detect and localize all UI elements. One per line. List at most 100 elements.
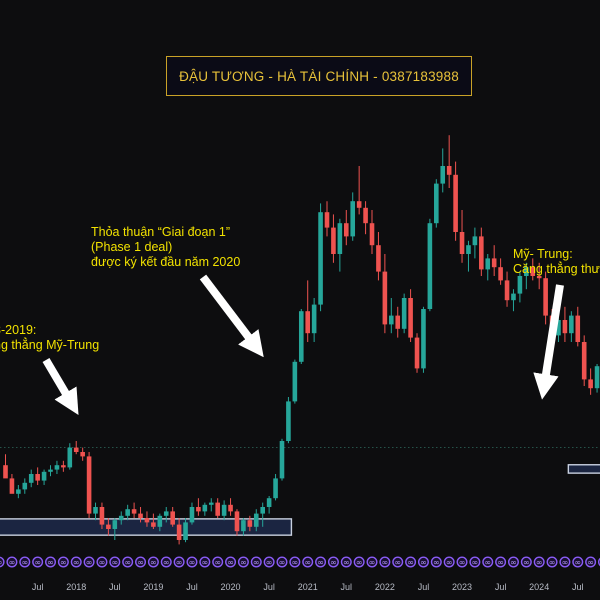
event-marker[interactable]: ∞ <box>212 556 224 568</box>
candle <box>376 232 381 281</box>
event-marker[interactable]: ∞ <box>250 556 262 568</box>
candle <box>73 441 79 455</box>
x-tick-label: Jul <box>418 582 430 592</box>
event-marker[interactable]: ∞ <box>340 556 352 568</box>
candle <box>234 509 240 536</box>
event-marker[interactable]: ∞ <box>83 556 95 568</box>
event-marker[interactable]: ∞ <box>520 556 532 568</box>
event-marker[interactable]: ∞ <box>289 556 301 568</box>
x-tick-label: Jul <box>572 582 584 592</box>
event-marker[interactable]: ∞ <box>405 556 417 568</box>
chart-title: ĐẬU TƯƠNG - HÀ TÀI CHÍNH - 0387183988 <box>179 68 459 84</box>
event-marker[interactable]: ∞ <box>57 556 69 568</box>
event-marker[interactable]: ∞ <box>173 556 185 568</box>
event-marker[interactable]: ∞ <box>0 556 5 568</box>
event-marker[interactable]: ∞ <box>96 556 108 568</box>
event-marker[interactable]: ∞ <box>379 556 391 568</box>
event-marker[interactable]: ∞ <box>353 556 365 568</box>
candle <box>176 518 182 545</box>
event-marker[interactable]: ∞ <box>366 556 378 568</box>
event-marker[interactable]: ∞ <box>32 556 44 568</box>
event-marker[interactable]: ∞ <box>417 556 429 568</box>
event-marker[interactable]: ∞ <box>327 556 339 568</box>
candle <box>298 309 304 364</box>
svg-text:∞: ∞ <box>484 558 491 567</box>
candle <box>382 254 388 334</box>
candle <box>472 227 478 259</box>
candle <box>106 518 111 536</box>
candle <box>80 447 85 461</box>
candle <box>151 513 156 529</box>
candle <box>562 306 568 342</box>
event-marker[interactable]: ∞ <box>585 556 597 568</box>
candle <box>434 179 439 228</box>
event-marker[interactable]: ∞ <box>109 556 121 568</box>
svg-text:∞: ∞ <box>0 558 2 567</box>
svg-text:∞: ∞ <box>330 558 337 567</box>
candle <box>35 467 40 485</box>
svg-text:∞: ∞ <box>73 558 80 567</box>
candle <box>48 465 53 477</box>
event-marker[interactable]: ∞ <box>70 556 82 568</box>
candle <box>427 218 433 312</box>
candle <box>67 443 73 470</box>
candle <box>202 502 208 516</box>
event-marker[interactable]: ∞ <box>507 556 519 568</box>
candle <box>485 254 491 281</box>
event-marker[interactable]: ∞ <box>135 556 147 568</box>
candle <box>414 333 420 373</box>
svg-text:∞: ∞ <box>253 558 260 567</box>
annotation-phase-one: Thỏa thuận “Giai đoạn 1” (Phase 1 deal) … <box>91 225 241 269</box>
svg-text:∞: ∞ <box>99 558 106 567</box>
svg-text:∞: ∞ <box>34 558 41 567</box>
event-marker[interactable]: ∞ <box>392 556 404 568</box>
svg-text:∞: ∞ <box>292 558 299 567</box>
event-marker[interactable]: ∞ <box>6 556 18 568</box>
x-tick-label: Jul <box>186 582 198 592</box>
svg-text:∞: ∞ <box>369 558 376 567</box>
event-marker[interactable]: ∞ <box>559 556 571 568</box>
event-marker[interactable]: ∞ <box>225 556 237 568</box>
event-marker[interactable]: ∞ <box>315 556 327 568</box>
event-marker[interactable]: ∞ <box>147 556 159 568</box>
svg-text:∞: ∞ <box>382 558 389 567</box>
event-marker[interactable]: ∞ <box>19 556 31 568</box>
svg-text:∞: ∞ <box>510 558 517 567</box>
svg-text:∞: ∞ <box>227 558 234 567</box>
candle <box>22 478 28 494</box>
x-tick-label: 2020 <box>221 582 241 592</box>
candle <box>279 438 285 481</box>
event-marker[interactable]: ∞ <box>160 556 172 568</box>
event-marker[interactable]: ∞ <box>469 556 481 568</box>
event-marker[interactable]: ∞ <box>122 556 134 568</box>
event-marker[interactable]: ∞ <box>495 556 507 568</box>
event-marker[interactable]: ∞ <box>533 556 545 568</box>
event-marker[interactable]: ∞ <box>546 556 558 568</box>
svg-text:∞: ∞ <box>137 558 144 567</box>
svg-text:∞: ∞ <box>150 558 157 567</box>
event-marker[interactable]: ∞ <box>443 556 455 568</box>
event-marker[interactable]: ∞ <box>263 556 275 568</box>
event-marker[interactable]: ∞ <box>186 556 198 568</box>
event-marker[interactable]: ∞ <box>276 556 288 568</box>
event-marker[interactable]: ∞ <box>237 556 249 568</box>
event-marker[interactable]: ∞ <box>572 556 584 568</box>
candle <box>389 298 394 334</box>
svg-text:∞: ∞ <box>343 558 350 567</box>
x-axis: Jul 2018 Jul 2019 Jul 2020 Jul 2021 Jul 2022 Jul 20… <box>32 582 584 592</box>
candle <box>524 262 529 290</box>
event-marker[interactable]: ∞ <box>456 556 468 568</box>
svg-text:∞: ∞ <box>60 558 67 567</box>
event-marker[interactable]: ∞ <box>45 556 57 568</box>
candle <box>504 271 510 307</box>
svg-text:∞: ∞ <box>304 558 311 567</box>
candle <box>408 289 413 342</box>
event-marker[interactable]: ∞ <box>482 556 494 568</box>
event-marker[interactable]: ∞ <box>199 556 211 568</box>
candle <box>221 500 227 521</box>
event-marker[interactable]: ∞ <box>302 556 314 568</box>
event-marker[interactable]: ∞ <box>430 556 442 568</box>
x-tick-label: 2018 <box>66 582 86 592</box>
candle <box>536 262 542 290</box>
